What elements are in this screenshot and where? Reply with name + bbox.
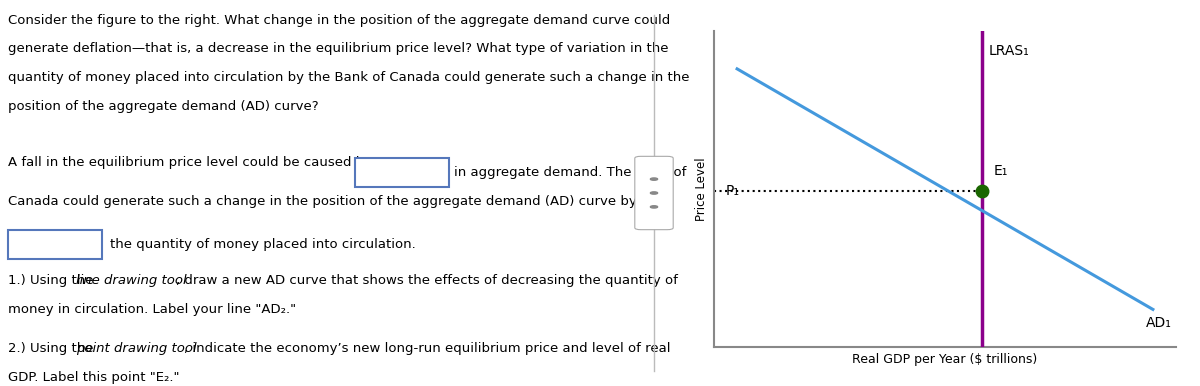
Text: Consider the figure to the right. What change in the position of the aggregate d: Consider the figure to the right. What c… <box>7 14 670 27</box>
Text: E₁: E₁ <box>994 164 1008 178</box>
Text: Canada could generate such a change in the position of the aggregate demand (AD): Canada could generate such a change in t… <box>7 195 636 208</box>
Text: A fall in the equilibrium price level could be caused by: A fall in the equilibrium price level co… <box>7 156 372 169</box>
Text: generate deflation—that is, a decrease in the equilibrium price level? What type: generate deflation—that is, a decrease i… <box>7 42 668 56</box>
FancyBboxPatch shape <box>355 158 449 187</box>
Text: ▼: ▼ <box>437 168 444 178</box>
Text: position of the aggregate demand (AD) curve?: position of the aggregate demand (AD) cu… <box>7 100 318 113</box>
Text: point drawing tool: point drawing tool <box>77 342 197 355</box>
Text: AD₁: AD₁ <box>1146 316 1172 330</box>
Text: , draw a new AD curve that shows the effects of decreasing the quantity of: , draw a new AD curve that shows the eff… <box>176 274 678 287</box>
Text: GDP. Label this point "E₂.": GDP. Label this point "E₂." <box>7 371 179 384</box>
X-axis label: Real GDP per Year ($ trillions): Real GDP per Year ($ trillions) <box>852 353 1038 366</box>
Text: quantity of money placed into circulation by the Bank of Canada could generate s: quantity of money placed into circulatio… <box>7 71 689 85</box>
Text: in aggregate demand. The Bank of: in aggregate demand. The Bank of <box>455 166 686 179</box>
FancyBboxPatch shape <box>7 230 102 259</box>
Y-axis label: Price Level: Price Level <box>696 157 708 221</box>
Text: , indicate the economy’s new long-run equilibrium price and level of real: , indicate the economy’s new long-run eq… <box>184 342 671 355</box>
Text: 1.) Using the: 1.) Using the <box>7 274 97 287</box>
Text: 2.) Using the: 2.) Using the <box>7 342 97 355</box>
Text: LRAS₁: LRAS₁ <box>989 44 1030 58</box>
Text: the quantity of money placed into circulation.: the quantity of money placed into circul… <box>109 238 415 251</box>
Text: ▼: ▼ <box>89 239 96 249</box>
Text: P₁: P₁ <box>726 184 739 198</box>
Text: line drawing tool: line drawing tool <box>77 274 187 287</box>
Text: money in circulation. Label your line "AD₂.": money in circulation. Label your line "A… <box>7 303 296 316</box>
